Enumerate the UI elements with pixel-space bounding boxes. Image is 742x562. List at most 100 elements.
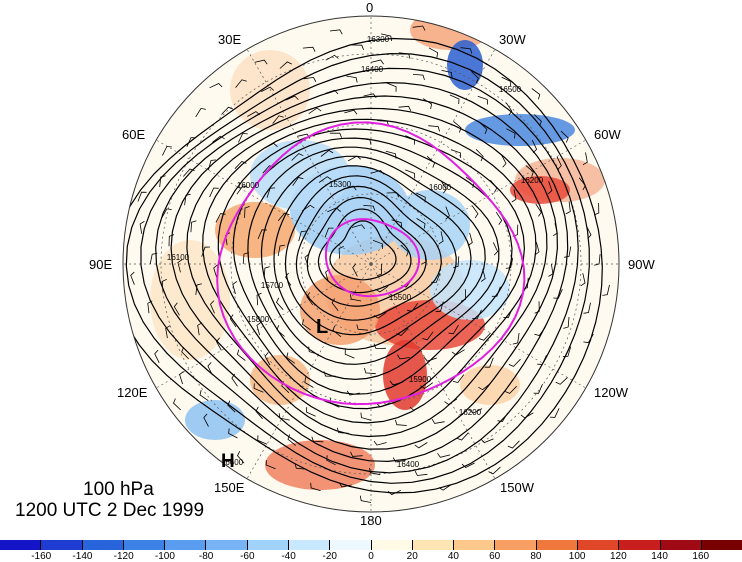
datetime-caption: 1200 UTC 2 Dec 1999 — [15, 500, 205, 521]
wind-barb — [377, 120, 390, 127]
wind-barb — [352, 263, 358, 277]
wind-barb — [376, 264, 382, 277]
wind-barb — [231, 373, 238, 387]
wind-barb — [477, 95, 488, 105]
wind-barb — [373, 343, 386, 349]
wind-barb — [363, 205, 376, 211]
wind-barb — [511, 189, 517, 203]
wind-barb — [209, 187, 219, 198]
wind-barb — [359, 495, 372, 503]
wind-barb — [400, 244, 409, 257]
wind-barb — [422, 98, 433, 109]
wind-barb — [360, 412, 372, 421]
wind-barb — [261, 86, 275, 92]
contour-value-label: 15900 — [409, 375, 432, 384]
wind-barb — [278, 413, 290, 421]
height-contour — [273, 165, 472, 350]
anomaly-shading — [410, 16, 490, 50]
wind-barb — [276, 297, 284, 310]
wind-barb — [263, 266, 270, 279]
color-scale-tick-label: 160 — [692, 551, 710, 562]
height-contour — [123, 37, 603, 494]
wind-barb — [324, 227, 334, 238]
wind-barb — [179, 371, 184, 385]
wind-barb — [306, 292, 314, 306]
color-scale-tick-label: -20 — [322, 551, 337, 562]
wind-barb — [428, 125, 440, 132]
color-scale-tick-label: 0 — [368, 551, 374, 562]
wind-barb — [407, 302, 419, 312]
color-scale-tick-label: -80 — [198, 551, 214, 562]
anomaly-shading — [265, 440, 375, 490]
wind-barb — [344, 109, 358, 115]
wind-barb — [332, 325, 342, 338]
wind-barb — [199, 389, 209, 401]
color-scale-cell — [701, 540, 742, 550]
color-scale-tick-label: 60 — [489, 551, 501, 562]
wind-barb — [456, 432, 469, 441]
wind-barb — [593, 202, 600, 216]
wind-barb — [506, 128, 516, 139]
wind-barb — [479, 122, 488, 135]
wind-barb — [329, 398, 340, 408]
wind-barb — [480, 438, 494, 444]
wind-barb — [480, 268, 486, 282]
wind-barb — [444, 398, 458, 405]
wind-barb — [210, 300, 215, 314]
wind-barb — [323, 371, 336, 377]
wind-barb — [256, 322, 262, 336]
wind-barb — [582, 152, 588, 166]
contour-value-label: 15300 — [329, 180, 352, 189]
wind-barb — [320, 149, 334, 157]
wind-barb — [253, 383, 264, 393]
wind-barb — [302, 46, 316, 52]
anomaly-shading — [465, 114, 575, 146]
lon-label-0: 0 — [366, 0, 374, 15]
wind-barb — [563, 316, 570, 329]
wind-barb — [556, 156, 562, 170]
wind-barb — [412, 74, 425, 81]
wind-barb — [583, 302, 591, 314]
wind-barb — [277, 212, 290, 221]
wind-barb — [349, 294, 362, 302]
wind-barb — [181, 347, 189, 360]
wind-barb — [552, 223, 558, 237]
color-scale-cell — [288, 540, 331, 550]
height-contour — [329, 220, 397, 281]
contour-value-label: 16000 — [237, 181, 260, 190]
wind-barb — [488, 466, 501, 475]
anomaly-shading — [430, 260, 510, 320]
wind-barb — [228, 428, 238, 439]
meridian-line — [246, 263, 372, 479]
wind-barb — [471, 205, 479, 219]
map-boundary — [122, 15, 620, 513]
color-scale-cell — [495, 540, 537, 550]
anomaly-shading — [383, 340, 427, 410]
wind-barb — [227, 400, 236, 413]
wind-barb — [356, 324, 369, 331]
contour-value-label: 16000 — [429, 183, 452, 192]
wind-barb — [583, 333, 594, 344]
color-scale-cell — [82, 540, 124, 550]
wind-barb — [478, 332, 491, 341]
wind-barb — [287, 434, 297, 446]
height-contour — [295, 185, 442, 321]
wind-barb — [310, 482, 321, 492]
color-scale-tick-label: 40 — [447, 551, 459, 562]
wind-barb — [445, 206, 450, 220]
wind-barb — [370, 169, 385, 175]
height-contour — [284, 175, 457, 336]
wind-barb — [412, 25, 426, 31]
wind-barb — [221, 106, 234, 115]
lon-label-60e: 60E — [122, 127, 146, 142]
wind-barb — [533, 114, 542, 127]
height-contour — [202, 118, 537, 424]
wind-barb — [520, 412, 534, 419]
wind-barb — [336, 427, 349, 434]
wind-barb — [451, 349, 465, 356]
contour-value-label: 16600 — [221, 458, 244, 467]
wind-barb — [450, 149, 462, 158]
color-scale-tick-label: -140 — [72, 551, 93, 562]
wind-barb — [426, 155, 436, 168]
contour-value-label: 15500 — [389, 293, 412, 302]
